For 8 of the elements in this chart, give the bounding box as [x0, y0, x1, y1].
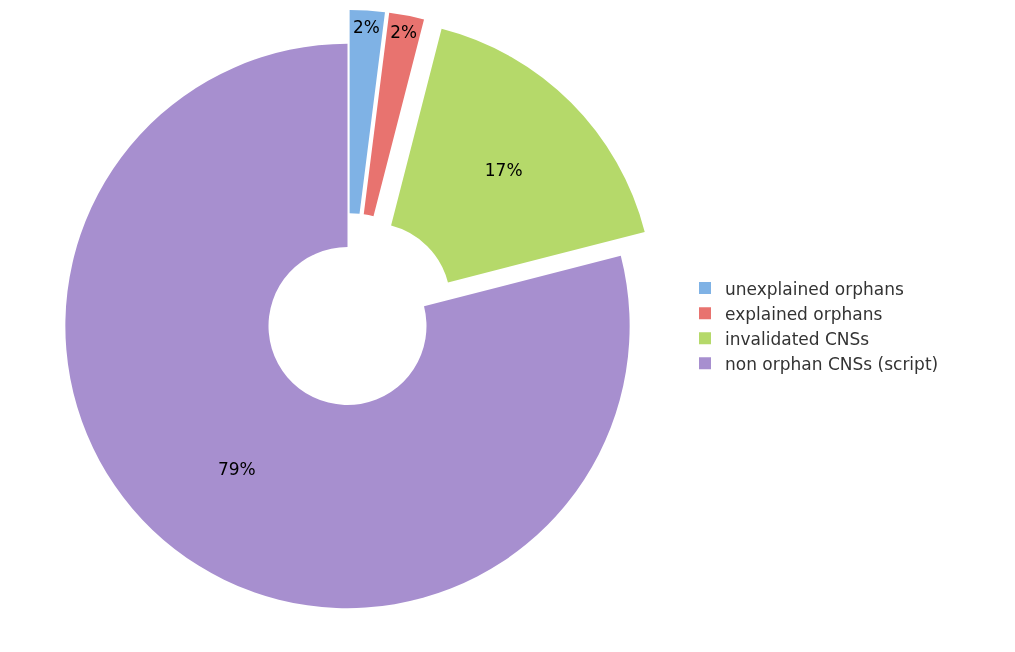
data-label: 79% — [217, 458, 256, 479]
data-label: 17% — [484, 159, 523, 180]
legend-label: invalidated CNSs — [725, 328, 870, 349]
legend-label: unexplained orphans — [725, 278, 904, 299]
data-label: 2% — [390, 21, 417, 42]
legend-label: explained orphans — [725, 303, 883, 324]
legend-label: non orphan CNSs (script) — [725, 353, 939, 374]
data-label: 2% — [352, 17, 380, 38]
